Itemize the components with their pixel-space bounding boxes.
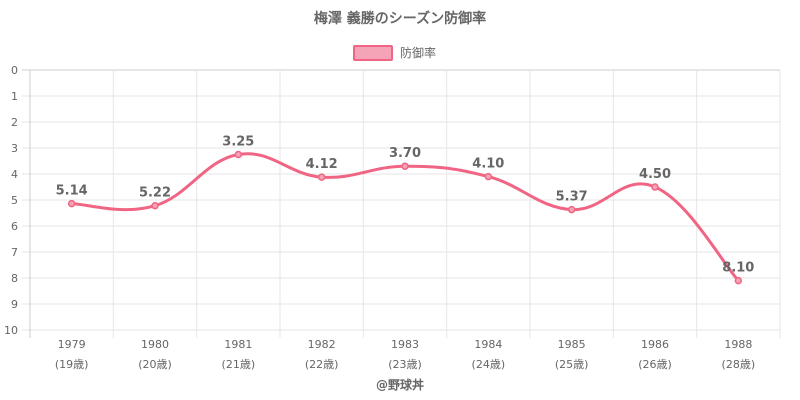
- x-tick-label: 1979: [58, 338, 86, 351]
- x-tick-sublabel: (25歳): [555, 358, 589, 371]
- data-point: [567, 205, 576, 214]
- data-label: 5.37: [556, 190, 588, 205]
- x-tick-label: 1984: [474, 338, 502, 351]
- y-tick-label: 6: [11, 220, 18, 233]
- y-tick-label: 7: [11, 246, 18, 259]
- data-point: [317, 173, 326, 181]
- data-label: 5.14: [56, 184, 88, 199]
- x-tick-sublabel: (19歳): [55, 358, 89, 371]
- y-tick-label: 1: [11, 90, 18, 103]
- data-label: 4.12: [306, 157, 338, 172]
- data-label: 4.10: [472, 157, 504, 172]
- legend-label: 防御率: [400, 45, 436, 60]
- series-layer: [67, 150, 743, 285]
- data-label: 3.25: [222, 135, 254, 150]
- y-tick-label: 5: [11, 194, 18, 207]
- axes: 0 1 2 3 4 5 6 7 8 9 10 1979 (19歳) 1980 (20歳) 1981 (21歳) 1…: [4, 64, 755, 371]
- x-tick-label: 1986: [641, 338, 669, 351]
- data-point: [151, 201, 159, 210]
- x-tick-label: 1988: [724, 338, 752, 351]
- x-tick-label: 1980: [141, 338, 169, 351]
- chart-title: 梅澤 義勝のシーズン防御率: [314, 10, 486, 27]
- data-label: 4.50: [639, 167, 671, 182]
- data-point: [734, 276, 743, 285]
- footer-credit: @野球丼: [376, 377, 424, 392]
- data-labels: 5.14 5.22 3.25 4.12 3.70 4.10 5.37 4.50 8.10: [56, 135, 755, 276]
- y-tick-label: 10: [4, 324, 18, 337]
- x-tick-label: 1982: [308, 338, 336, 351]
- data-label: 8.10: [722, 261, 754, 276]
- data-point: [67, 199, 76, 208]
- y-tick-label: 4: [11, 168, 18, 181]
- x-tick-sublabel: (26歳): [638, 358, 672, 371]
- x-tick-sublabel: (20歳): [138, 358, 172, 371]
- x-tick-sublabel: (28歳): [722, 358, 756, 371]
- data-label: 3.70: [389, 146, 421, 161]
- data-point: [401, 162, 409, 170]
- data-point: [651, 183, 659, 191]
- data-label: 5.22: [139, 186, 171, 201]
- y-tick-label: 2: [11, 116, 18, 129]
- y-tick-label: 3: [11, 142, 18, 155]
- x-tick-label: 1983: [391, 338, 419, 351]
- x-tick-sublabel: (23歳): [388, 358, 422, 371]
- x-tick-sublabel: (24歳): [472, 358, 506, 371]
- data-point: [484, 172, 493, 181]
- y-tick-label: 0: [11, 64, 18, 77]
- y-tick-label: 8: [11, 272, 18, 285]
- x-tick-label: 1981: [224, 338, 252, 351]
- data-point: [234, 150, 243, 159]
- grid: [22, 69, 781, 338]
- legend: 防御率: [353, 45, 436, 61]
- x-tick-sublabel: (22歳): [305, 358, 339, 371]
- legend-swatch: [353, 45, 393, 61]
- x-tick-sublabel: (21歳): [222, 358, 256, 371]
- y-tick-label: 9: [11, 298, 18, 311]
- x-tick-label: 1985: [558, 338, 586, 351]
